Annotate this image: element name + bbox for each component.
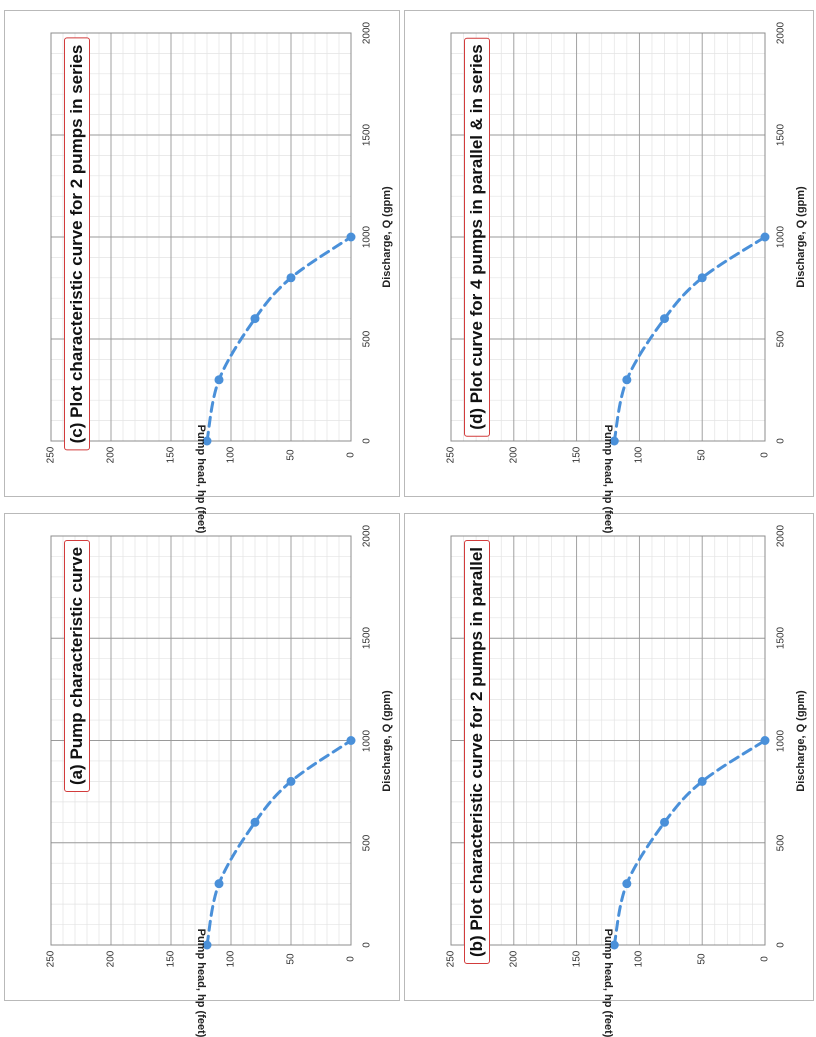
x-axis-title: Discharge, Q (gpm) <box>381 186 393 288</box>
x-tick-label: 1000 <box>775 729 787 752</box>
x-tick-label: 2000 <box>775 524 787 548</box>
x-axis-title: Discharge, Q (gpm) <box>381 689 393 792</box>
chart-title: (d) Plot curve for 4 pumps in parallel &… <box>464 36 490 437</box>
x-tick-label: 0 <box>775 942 787 948</box>
data-point <box>202 940 212 950</box>
y-tick-label: 0 <box>345 452 357 458</box>
data-point <box>697 776 707 786</box>
chart-title: (a) Pump characteristic curve <box>64 539 90 793</box>
y-tick-label: 50 <box>696 953 708 965</box>
y-tick-label: 250 <box>445 446 457 464</box>
chart-panel-d: 0 50 100 150 200 250 0 500 1000 1500 2000 Discharge… <box>404 10 814 533</box>
chart-title: (b) Plot characteristic curve for 2 pump… <box>464 539 490 965</box>
x-axis-title: Discharge, Q (gpm) <box>795 689 807 792</box>
y-tick-label: 250 <box>445 950 457 968</box>
y-tick-label: 200 <box>105 950 117 968</box>
x-tick-label: 0 <box>361 942 373 948</box>
chart-title: (c) Plot characteristic curve for 2 pump… <box>64 37 90 450</box>
y-tick-label: 50 <box>285 953 297 965</box>
y-tick-label: 100 <box>225 950 237 968</box>
y-tick-label: 50 <box>696 449 708 461</box>
y-axis-title: Pump head, hp (feet) <box>602 424 614 534</box>
x-axis-title: Discharge, Q (gpm) <box>795 186 807 288</box>
chart-svg-c <box>50 32 356 446</box>
x-tick-label: 1500 <box>361 123 373 147</box>
x-tick-label: 500 <box>361 330 373 348</box>
data-point <box>250 817 260 827</box>
chart-panel-a: 0 50 100 150 200 250 0 500 1000 1500 2000 Discharge… <box>4 513 400 1037</box>
y-tick-label: 0 <box>759 956 771 962</box>
data-point <box>622 879 632 889</box>
y-tick-label: 50 <box>285 449 297 461</box>
y-axis-title: Pump head, hp (feet) <box>195 928 207 1037</box>
data-point <box>660 817 670 827</box>
x-tick-label: 1500 <box>361 627 373 650</box>
data-point <box>202 436 212 446</box>
y-tick-label: 0 <box>345 956 357 962</box>
x-tick-label: 500 <box>775 330 787 348</box>
data-point <box>214 879 224 889</box>
x-tick-label: 500 <box>361 834 373 852</box>
chart-panel-b: 0 50 100 150 200 250 0 500 1000 1500 2000 Discharge… <box>404 513 814 1037</box>
chart-svg-a <box>50 535 356 950</box>
data-point <box>250 314 260 324</box>
y-tick-label: 200 <box>105 446 117 464</box>
x-tick-label: 1000 <box>775 225 787 249</box>
y-tick-label: 200 <box>508 446 520 464</box>
y-tick-label: 200 <box>508 950 520 968</box>
x-tick-label: 1000 <box>361 729 373 752</box>
data-point <box>286 776 296 786</box>
data-point <box>346 232 356 242</box>
data-point <box>622 375 632 385</box>
y-tick-label: 150 <box>571 446 583 464</box>
y-tick-label: 150 <box>571 950 583 968</box>
x-tick-label: 500 <box>775 834 787 852</box>
y-tick-label: 100 <box>225 446 237 464</box>
data-point <box>697 273 707 283</box>
y-tick-label: 250 <box>45 446 57 464</box>
x-tick-label: 0 <box>361 438 373 444</box>
x-tick-label: 2000 <box>361 21 373 45</box>
y-axis-title: Pump head, hp (feet) <box>602 928 614 1037</box>
data-point <box>346 736 356 745</box>
y-tick-label: 150 <box>165 446 177 464</box>
x-tick-label: 1500 <box>775 123 787 147</box>
data-point <box>286 273 296 283</box>
chart-svg-b <box>450 535 770 950</box>
chart-panel-c: 0 50 100 150 200 250 0 500 1000 1500 2000 Discharge… <box>4 10 400 533</box>
y-axis-title: Pump head, hp (feet) <box>195 424 207 534</box>
x-tick-label: 0 <box>775 438 787 444</box>
data-point <box>609 940 619 950</box>
y-tick-label: 150 <box>165 950 177 968</box>
data-point <box>214 375 224 385</box>
data-point <box>760 232 770 242</box>
y-tick-label: 250 <box>45 950 57 968</box>
x-tick-label: 2000 <box>361 524 373 548</box>
y-tick-label: 100 <box>633 446 645 464</box>
y-tick-label: 0 <box>759 452 771 458</box>
x-tick-label: 1500 <box>775 627 787 650</box>
y-tick-label: 100 <box>633 950 645 968</box>
x-tick-label: 1000 <box>361 225 373 249</box>
data-point <box>660 314 670 324</box>
data-point <box>760 736 770 745</box>
x-tick-label: 2000 <box>775 21 787 45</box>
data-point <box>609 436 619 446</box>
